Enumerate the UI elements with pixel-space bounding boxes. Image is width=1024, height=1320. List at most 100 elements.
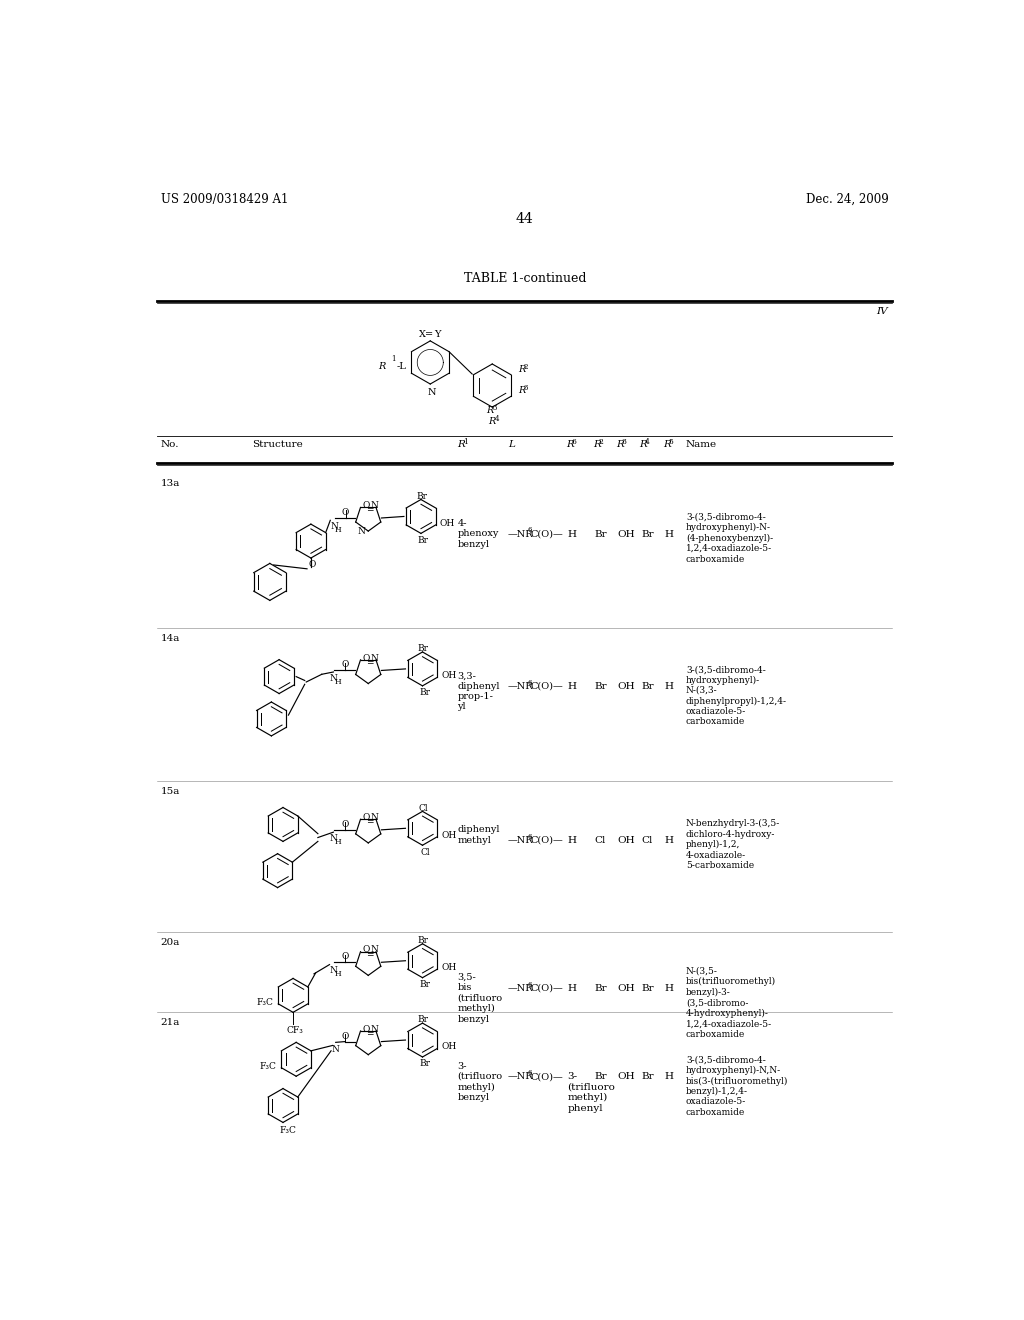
Text: =: = <box>366 950 374 960</box>
Text: 44: 44 <box>516 213 534 226</box>
Text: N: N <box>371 653 379 663</box>
Text: Cl: Cl <box>420 847 430 857</box>
Text: H: H <box>567 682 577 690</box>
Text: C(O)—: C(O)— <box>530 1072 563 1081</box>
Text: N: N <box>371 502 379 510</box>
Text: Br: Br <box>641 983 653 993</box>
Text: R: R <box>378 362 385 371</box>
Text: H: H <box>665 1072 674 1081</box>
Text: 3: 3 <box>493 404 497 412</box>
Text: Cl: Cl <box>595 836 606 845</box>
Text: IV: IV <box>876 308 888 315</box>
Text: 3-
(trifluoro
methyl)
phenyl: 3- (trifluoro methyl) phenyl <box>567 1072 615 1113</box>
Text: H: H <box>665 529 674 539</box>
Text: O: O <box>341 1032 348 1040</box>
Text: Br: Br <box>595 1072 607 1081</box>
Text: OH: OH <box>617 983 636 993</box>
Text: F₃C: F₃C <box>257 998 273 1007</box>
Text: OH: OH <box>441 830 457 840</box>
Text: OH: OH <box>441 964 457 972</box>
Text: 4: 4 <box>495 414 499 422</box>
Text: Dec. 24, 2009: Dec. 24, 2009 <box>806 193 889 206</box>
Text: OH: OH <box>441 671 457 680</box>
Text: 3,3-
diphenyl
prop-1-
yl: 3,3- diphenyl prop-1- yl <box>458 671 500 711</box>
Text: R: R <box>518 364 525 374</box>
Text: Br: Br <box>595 529 607 539</box>
Text: Br: Br <box>418 536 429 545</box>
Text: N-benzhydryl-3-(3,5-
dichloro-4-hydroxy-
phenyl)-1,2,
4-oxadiazole-
5-carboxamid: N-benzhydryl-3-(3,5- dichloro-4-hydroxy-… <box>686 818 780 870</box>
Text: N: N <box>331 1045 339 1055</box>
Text: O: O <box>362 813 370 822</box>
Text: Y: Y <box>434 330 440 339</box>
Text: N: N <box>371 945 379 954</box>
Text: H: H <box>567 836 577 845</box>
Text: 14a: 14a <box>161 635 180 643</box>
Text: Br: Br <box>641 1072 653 1081</box>
Text: Br: Br <box>418 644 429 653</box>
Text: C(O)—: C(O)— <box>530 682 563 690</box>
Text: Br: Br <box>420 979 430 989</box>
Text: O: O <box>362 945 370 954</box>
Text: F₃C: F₃C <box>260 1061 276 1071</box>
Text: diphenyl
methyl: diphenyl methyl <box>458 825 500 845</box>
Text: R: R <box>486 407 494 416</box>
Text: O: O <box>341 660 348 669</box>
Text: 4: 4 <box>645 438 650 446</box>
Text: =: = <box>366 659 374 668</box>
Text: =: = <box>366 1030 374 1039</box>
Text: 6: 6 <box>527 1069 531 1077</box>
Text: 3-(3,5-dibromo-4-
hydroxyphenyl)-N,N-
bis(3-(trifluoromethyl)
benzyl)-1,2,4-
oxa: 3-(3,5-dibromo-4- hydroxyphenyl)-N,N- bi… <box>686 1056 788 1117</box>
Text: H: H <box>334 970 341 978</box>
Text: H: H <box>335 525 342 533</box>
Text: —NR: —NR <box>508 1072 534 1081</box>
Text: R: R <box>640 441 647 449</box>
Text: 1: 1 <box>391 355 396 363</box>
Text: OH: OH <box>439 519 455 528</box>
Text: N: N <box>371 1024 379 1034</box>
Text: O: O <box>308 561 316 569</box>
Text: N: N <box>331 521 338 531</box>
Text: H: H <box>334 838 341 846</box>
Text: 5: 5 <box>669 438 673 446</box>
Text: 20a: 20a <box>161 939 180 948</box>
Text: 3: 3 <box>622 438 627 446</box>
Text: C(O)—: C(O)— <box>530 983 563 993</box>
Text: 1: 1 <box>463 438 468 446</box>
Text: OH: OH <box>617 529 636 539</box>
Text: -L: -L <box>397 362 407 371</box>
Text: —NR: —NR <box>508 983 534 993</box>
Text: Cl: Cl <box>641 836 652 845</box>
Text: 3-
(trifluoro
methyl)
benzyl: 3- (trifluoro methyl) benzyl <box>458 1061 503 1102</box>
Text: 3: 3 <box>523 384 527 392</box>
Text: =: = <box>366 507 374 515</box>
Text: C(O)—: C(O)— <box>530 836 563 845</box>
Text: O: O <box>362 653 370 663</box>
Text: US 2009/0318429 A1: US 2009/0318429 A1 <box>161 193 288 206</box>
Text: N: N <box>330 834 337 842</box>
Text: Cl: Cl <box>419 804 428 813</box>
Text: N: N <box>330 675 337 684</box>
Text: N-(3,5-
bis(trifluoromethyl)
benzyl)-3-
(3,5-dibromo-
4-hydroxyphenyl)-
1,2,4-ox: N-(3,5- bis(trifluoromethyl) benzyl)-3- … <box>686 966 776 1039</box>
Text: H: H <box>567 983 577 993</box>
Text: X: X <box>419 330 426 339</box>
Text: R: R <box>566 441 573 449</box>
Text: N: N <box>330 966 337 975</box>
Text: H: H <box>567 529 577 539</box>
Text: 2: 2 <box>598 438 603 446</box>
Text: 3-(3,5-dibromo-4-
hydroxyphenyl)-N-
(4-phenoxybenzyl)-
1,2,4-oxadiazole-5-
carbo: 3-(3,5-dibromo-4- hydroxyphenyl)-N- (4-p… <box>686 512 773 564</box>
Text: C(O)—: C(O)— <box>530 529 563 539</box>
Text: Br: Br <box>641 529 653 539</box>
Text: 3,5-
bis
(trifluoro
methyl)
benzyl: 3,5- bis (trifluoro methyl) benzyl <box>458 973 503 1024</box>
Text: 6: 6 <box>571 438 577 446</box>
Text: Structure: Structure <box>252 441 303 449</box>
Text: O: O <box>362 502 370 510</box>
Text: R: R <box>593 441 601 449</box>
Text: OH: OH <box>617 836 636 845</box>
Text: 6: 6 <box>527 833 531 841</box>
Text: Br: Br <box>417 492 427 500</box>
Text: 2: 2 <box>523 363 527 371</box>
Text: R: R <box>518 387 525 395</box>
Text: F₃C: F₃C <box>280 1126 296 1135</box>
Text: O: O <box>362 1024 370 1034</box>
Text: 6: 6 <box>527 527 531 535</box>
